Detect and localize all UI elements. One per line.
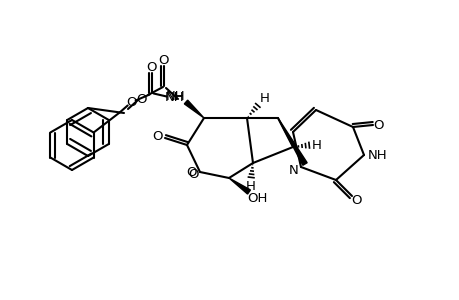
Text: OH: OH	[246, 191, 267, 205]
Text: O: O	[351, 194, 362, 208]
Text: O: O	[188, 167, 199, 181]
Text: H: H	[259, 92, 269, 104]
Text: O: O	[146, 61, 157, 74]
Text: NH: NH	[367, 148, 387, 161]
Text: N: N	[289, 164, 298, 176]
Polygon shape	[229, 178, 250, 194]
Polygon shape	[184, 100, 203, 118]
Text: O: O	[186, 166, 197, 178]
Polygon shape	[277, 118, 307, 165]
Text: O: O	[158, 53, 169, 67]
Text: O: O	[152, 130, 163, 142]
Text: H: H	[311, 139, 321, 152]
Text: O: O	[136, 92, 147, 106]
Text: O: O	[373, 118, 383, 131]
Text: O: O	[126, 96, 137, 109]
Text: NH: NH	[166, 89, 185, 103]
Text: H: H	[246, 181, 255, 194]
Text: NH: NH	[164, 91, 184, 104]
